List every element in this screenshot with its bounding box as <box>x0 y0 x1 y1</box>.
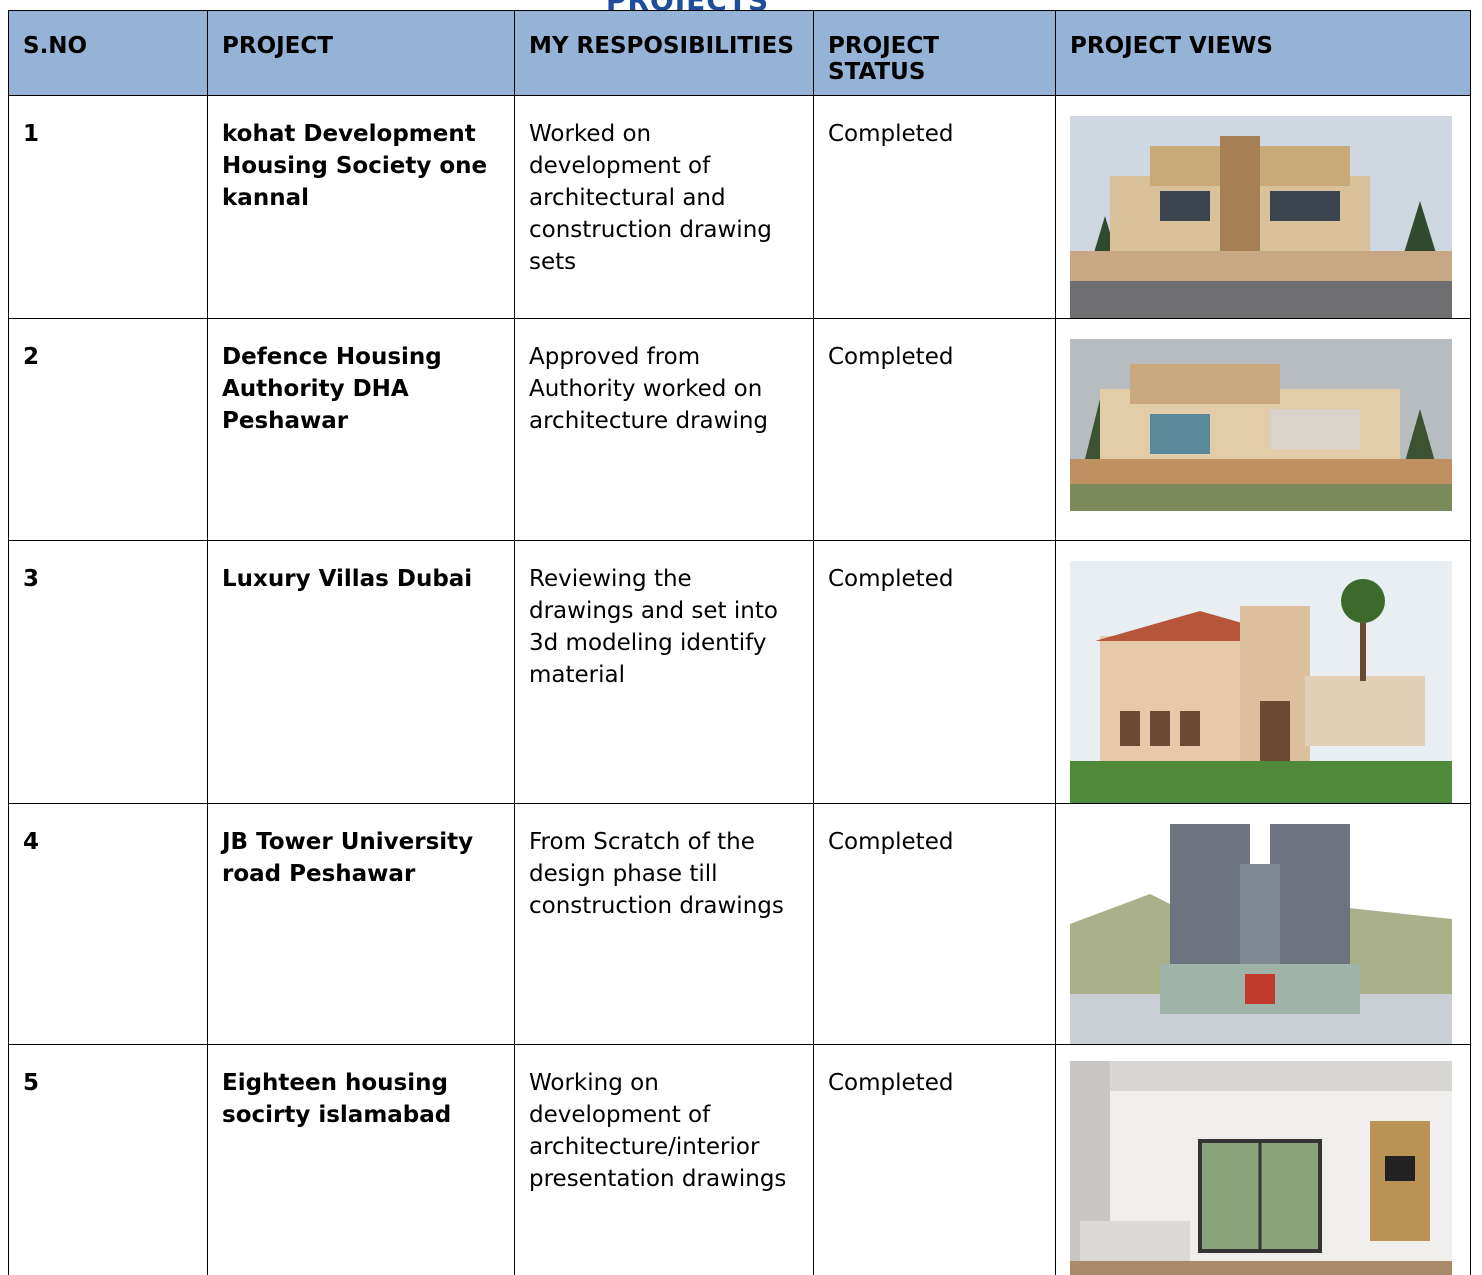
header-cell: MY RESPOSIBILITIES <box>514 10 814 96</box>
sno: 5 <box>8 1044 208 1275</box>
project-image <box>1070 561 1452 803</box>
project: Eighteen housing socirty islamabad <box>207 1044 515 1275</box>
responsibility: Approved from Authority worked on archit… <box>514 318 814 541</box>
view-cell <box>1055 1044 1471 1275</box>
status: Completed <box>813 318 1056 541</box>
sno: 2 <box>8 318 208 541</box>
project: Defence Housing Authority DHA Peshawar <box>207 318 515 541</box>
responsibility: Working on development of architecture/i… <box>514 1044 814 1275</box>
header-row: S.NO PROJECT MY RESPOSIBILITIES PROJECT … <box>8 10 1471 96</box>
row: 3 Luxury Villas Dubai Reviewing the draw… <box>8 540 1471 804</box>
header-cell: PROJECT <box>207 10 515 96</box>
view-cell <box>1055 95 1471 319</box>
row: 4 JB Tower University road Peshawar From… <box>8 803 1471 1045</box>
responsibility: From Scratch of the design phase till co… <box>514 803 814 1045</box>
row: 1 kohat Development Housing Society one … <box>8 95 1471 319</box>
status: Completed <box>813 803 1056 1045</box>
project: JB Tower University road Peshawar <box>207 803 515 1045</box>
sno: 3 <box>8 540 208 804</box>
view-cell <box>1055 318 1471 541</box>
projects-table: S.NO PROJECT MY RESPOSIBILITIES PROJECT … <box>8 10 1471 1275</box>
project-image <box>1070 1061 1452 1275</box>
view-cell <box>1055 803 1471 1045</box>
row: 5 Eighteen housing socirty islamabad Wor… <box>8 1044 1471 1275</box>
project-image <box>1070 824 1452 1044</box>
responsibility: Worked on development of architectural a… <box>514 95 814 319</box>
view-cell <box>1055 540 1471 804</box>
header-cell: S.NO <box>8 10 208 96</box>
responsibility: Reviewing the drawings and set into 3d m… <box>514 540 814 804</box>
project: kohat Development Housing Society one ka… <box>207 95 515 319</box>
sno: 4 <box>8 803 208 1045</box>
header-cell: PROJECT STATUS <box>813 10 1056 96</box>
project-image <box>1070 116 1452 318</box>
status: Completed <box>813 540 1056 804</box>
status: Completed <box>813 95 1056 319</box>
project-image <box>1070 339 1452 511</box>
sno: 1 <box>8 95 208 319</box>
header-cell: PROJECT VIEWS <box>1055 10 1471 96</box>
project: Luxury Villas Dubai <box>207 540 515 804</box>
row: 2 Defence Housing Authority DHA Peshawar… <box>8 318 1471 541</box>
status: Completed <box>813 1044 1056 1275</box>
